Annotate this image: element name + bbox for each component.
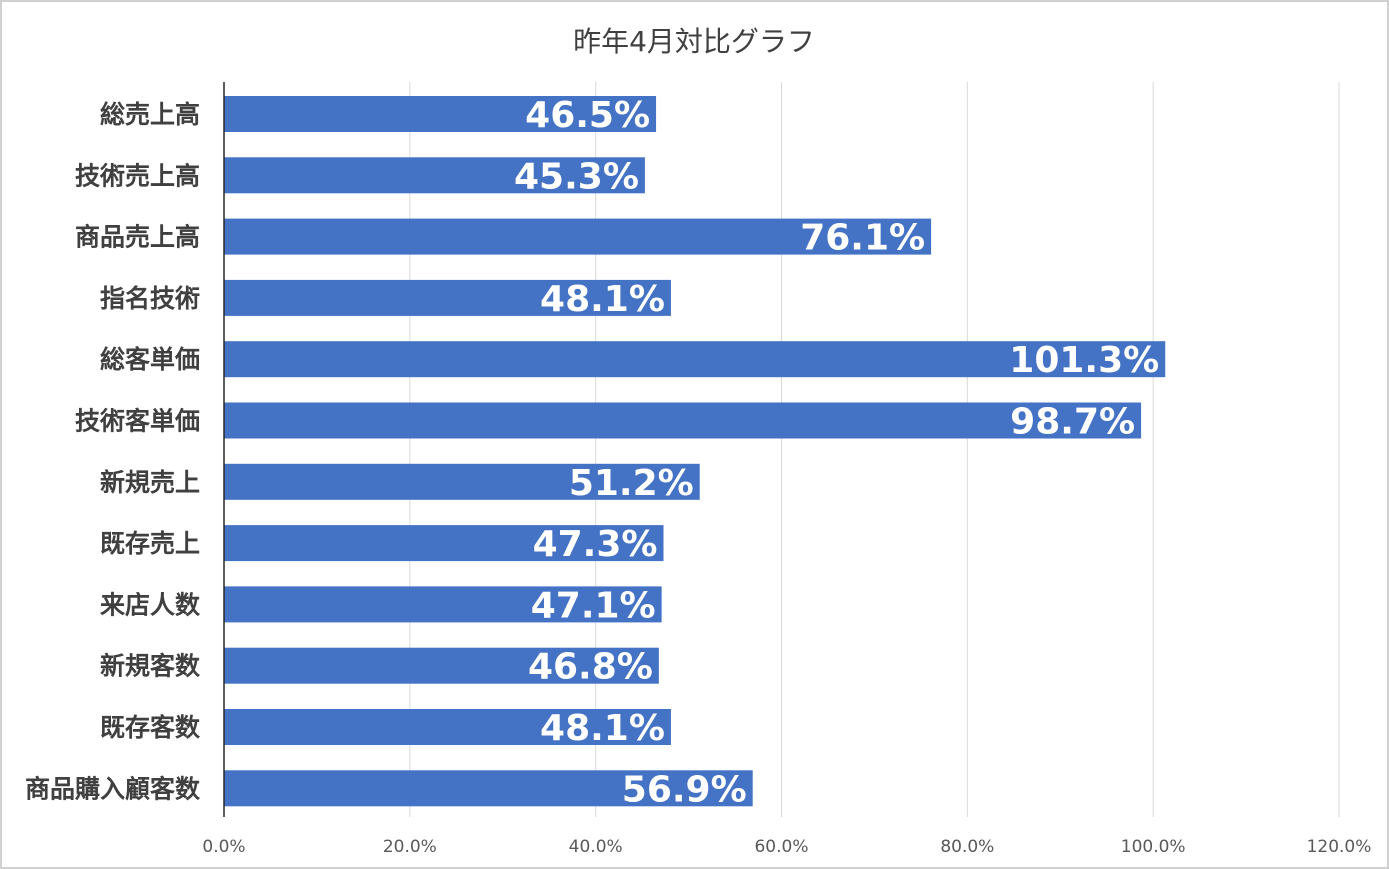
x-tick-label: 80.0% (940, 837, 994, 857)
x-tick-label: 120.0% (1307, 837, 1372, 857)
bar (224, 586, 662, 623)
data-label: 56.9% (622, 769, 747, 810)
category-label: 商品売上高 (75, 223, 200, 252)
bars: 46.5% 45.3% 76.1% 48.1% 101.3% 98.7% 51.2% 47.3… (224, 95, 1166, 810)
data-label: 51.2% (569, 463, 694, 504)
category-label: 総売上高 (100, 100, 200, 129)
bar (224, 647, 659, 684)
chart-title: 昨年4月対比グラフ (573, 25, 815, 58)
category-label: 指名技術 (100, 284, 200, 313)
x-tick-label: 100.0% (1121, 837, 1186, 857)
bar (224, 463, 700, 500)
bar (224, 218, 932, 255)
category-label: 新規売上 (100, 468, 200, 497)
grid-lines (409, 82, 1340, 817)
x-tick-label: 60.0% (754, 837, 808, 857)
bar (224, 770, 753, 807)
category-label: 新規客数 (100, 652, 201, 681)
bar (224, 157, 645, 194)
category-labels: 総売上高技術売上高商品売上高指名技術総客単価技術客単価新規売上既存売上来店人数新… (25, 100, 201, 803)
category-label: 来店人数 (100, 590, 201, 619)
bar (224, 96, 657, 132)
x-tick-label: 20.0% (383, 837, 437, 857)
data-label: 48.1% (540, 279, 665, 320)
data-label: 47.3% (533, 524, 658, 565)
category-label: 総客単価 (100, 345, 200, 374)
bar (224, 341, 1166, 378)
data-label: 101.3% (1009, 340, 1159, 381)
x-tick-labels: 0.0% 20.0% 40.0% 60.0% 80.0% 100.0% 120.0% (202, 837, 1371, 857)
data-label: 48.1% (540, 708, 665, 749)
category-label: 既存売上 (100, 529, 200, 558)
data-label: 98.7% (1010, 402, 1135, 443)
data-label: 46.5% (525, 95, 650, 136)
x-tick-label: 40.0% (569, 837, 623, 857)
category-label: 商品購入顧客数 (25, 774, 201, 803)
data-label: 45.3% (514, 156, 639, 197)
category-label: 技術客単価 (75, 407, 200, 436)
data-label: 47.1% (531, 585, 656, 626)
data-label: 46.8% (528, 647, 653, 688)
bar (224, 402, 1142, 439)
category-label: 技術売上高 (75, 161, 200, 190)
category-label: 既存客数 (100, 713, 201, 742)
x-tick-label: 0.0% (202, 837, 245, 857)
bar (224, 525, 664, 562)
bar (224, 279, 671, 316)
data-label: 76.1% (800, 218, 925, 259)
bar (224, 709, 671, 745)
